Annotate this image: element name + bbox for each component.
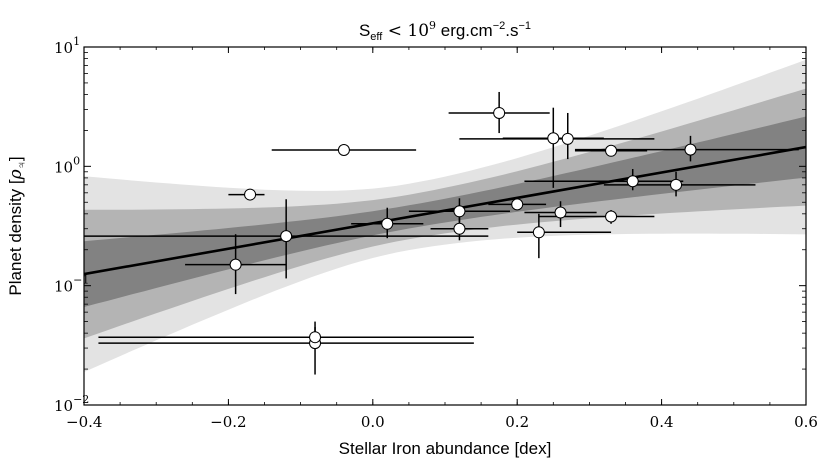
x-tick-label-0: −0.4 — [66, 413, 102, 431]
data-point-8 — [453, 222, 466, 235]
data-point-19 — [684, 143, 697, 156]
x-tick-label-1: −0.2 — [210, 413, 246, 431]
data-point-1 — [337, 144, 350, 157]
y-tick-label-0: 101 — [54, 35, 80, 57]
data-point-17 — [626, 175, 639, 188]
data-point-4 — [381, 217, 394, 230]
data-point-13 — [554, 206, 567, 219]
confidence-bands — [84, 59, 806, 372]
data-point-3 — [280, 230, 293, 243]
x-axis-ticks: −0.4 −0.2 0.0 0.2 0.4 0.6 — [66, 47, 818, 431]
y-tick-label-3: 10−2 — [54, 393, 89, 415]
data-point-14 — [561, 132, 574, 145]
y-tick-label-1: 100 — [54, 154, 80, 176]
data-point-11 — [532, 226, 545, 239]
x-tick-label-3: 0.2 — [505, 413, 529, 431]
y-axis-label: Planet density [ρ♃] — [6, 156, 28, 295]
x-tick-label-2: 0.0 — [361, 413, 385, 431]
data-point-7 — [453, 205, 466, 218]
data-point-15 — [605, 144, 618, 157]
chart-title: Seff < 109 erg.cm−2.s−1 — [359, 19, 531, 43]
data-point-10 — [511, 198, 524, 211]
data-point-6 — [309, 331, 322, 344]
data-point-9 — [493, 106, 506, 119]
data-point-12 — [547, 132, 560, 145]
data-point-18 — [670, 178, 683, 191]
data-points — [229, 106, 697, 350]
plot-area — [84, 59, 806, 375]
x-tick-label-5: 0.6 — [794, 413, 818, 431]
data-point-16 — [605, 210, 618, 223]
x-axis-label: Stellar Iron abundance [dex] — [339, 439, 552, 458]
data-point-0 — [244, 188, 257, 201]
data-point-2 — [229, 258, 242, 271]
x-tick-label-4: 0.4 — [650, 413, 674, 431]
